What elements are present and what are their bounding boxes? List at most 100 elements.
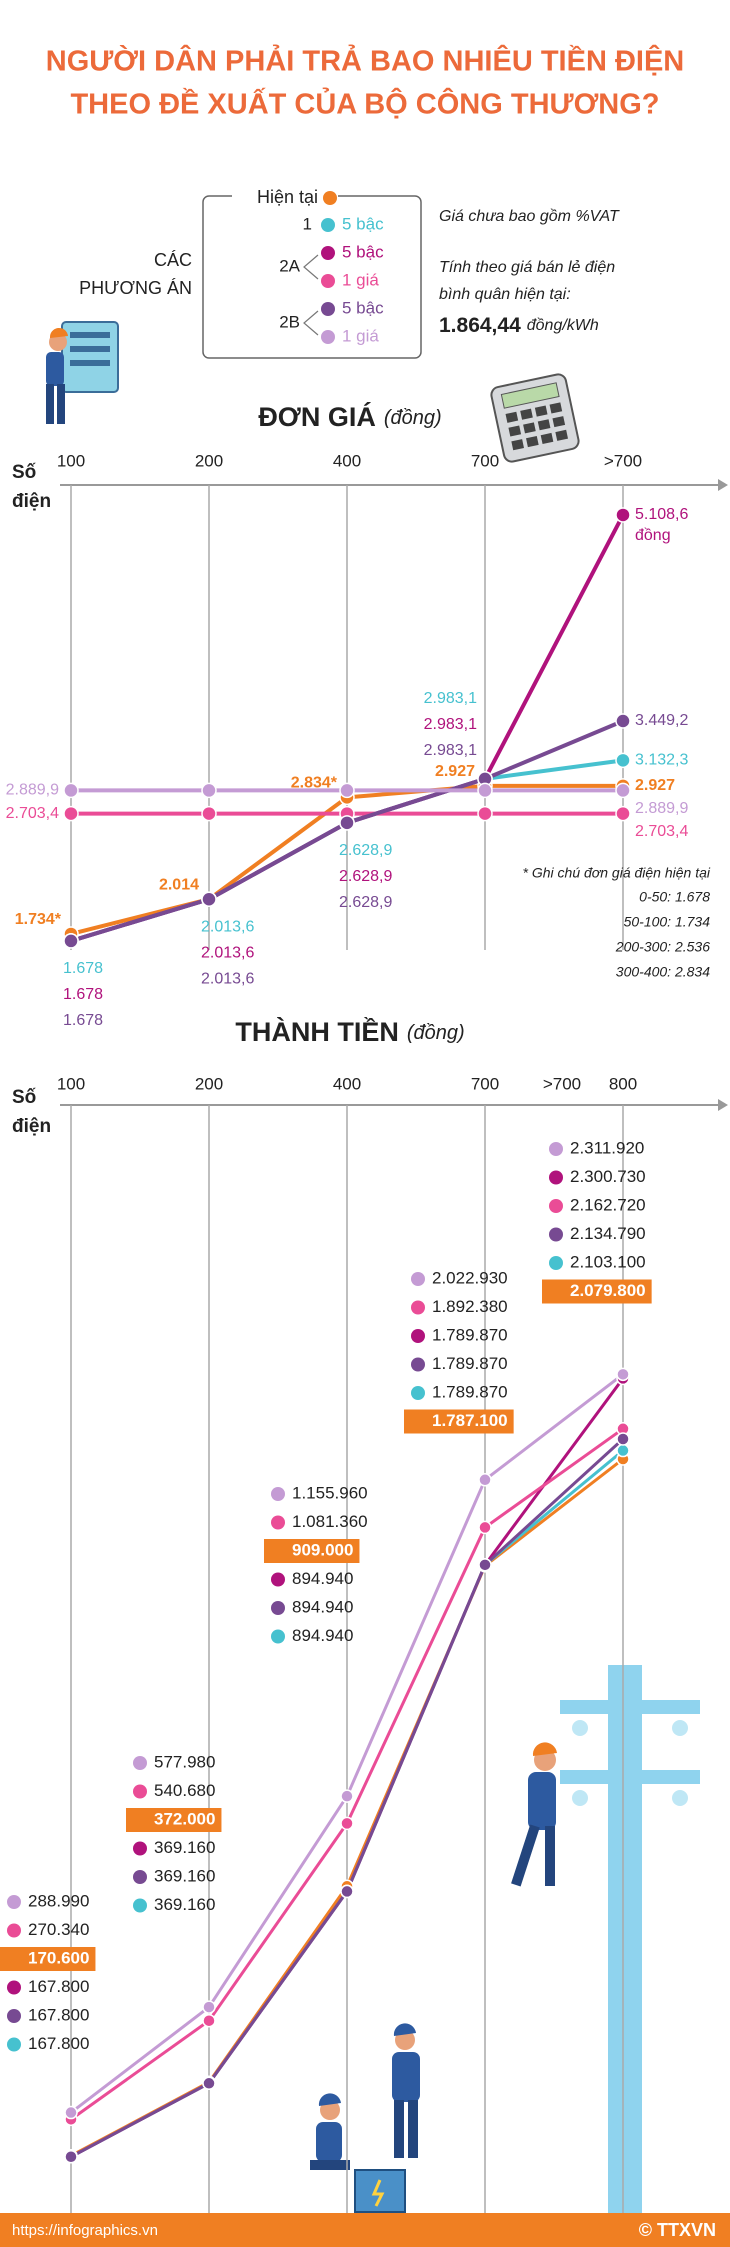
chart-subtitle: (đồng) [384,407,442,429]
chart-title: ĐƠN GIÁ (đồng) [258,401,441,432]
x-tick-label: 400 [333,1074,361,1093]
data-point [202,2076,216,2091]
data-point [201,891,217,907]
value-label: 2.300.730 [570,1167,646,1186]
pole-illustration [511,1665,700,2213]
legend-label: 5 bậc [342,214,384,233]
chart: ĐƠN GIÁ (đồng) Số điện 100 200 400 700 >700 1.734… [6,401,728,1029]
x-tick-label: 100 [57,1074,85,1093]
value-label: 2.103.100 [570,1252,646,1271]
data-point [64,2105,78,2120]
label-swatch [271,1487,285,1501]
label-swatch [411,1329,425,1343]
data-point [615,507,631,523]
legend-group: 1 [303,214,312,233]
value-label: 170.600 [28,1948,89,1967]
legend-swatch [321,274,335,288]
legend-swatch [321,246,335,260]
workers-illustration [310,2023,420,2213]
basis-note: Tính theo giá bán lẻ điện [439,259,615,276]
data-point [616,1367,630,1382]
data-point [64,2150,78,2164]
data-point [616,1432,630,1446]
legend-box [202,195,422,359]
value-label: 5.108,6 [635,506,688,523]
value-label: 2.079.800 [570,1281,646,1300]
data-point [477,805,493,822]
legend-swatch [321,330,335,344]
label-swatch [549,1142,563,1156]
data-point [615,713,631,729]
label-swatch [271,1601,285,1615]
label-swatch [7,1895,21,1909]
worker-illustration [46,321,119,424]
value-label: 1.787.100 [432,1411,508,1430]
data-point [63,782,79,799]
data-point [63,933,79,949]
label-swatch [133,1898,147,1913]
value-label: 270.340 [28,1920,89,1939]
label-swatch [271,1629,285,1644]
vat-note: Giá chưa bao gồm %VAT [439,208,620,225]
x-axis-arrow [718,1099,728,1111]
legend-swatch [323,191,337,205]
value-label: 1.155.960 [292,1483,368,1502]
value-label: 1.892.380 [432,1297,508,1316]
data-point [201,782,217,799]
label-swatch [549,1256,563,1270]
data-point [340,1789,354,1803]
value-label-box [264,1539,360,1563]
value-label: 288.990 [28,1891,89,1910]
data-point [477,782,493,799]
data-point [478,1473,492,1487]
x-tick-label: 700 [471,1074,499,1093]
label-swatch [411,1357,425,1372]
footer-bar [0,2213,730,2247]
value-label: 369.160 [154,1866,215,1885]
value-label: 1.081.360 [292,1512,368,1531]
label-swatch [133,1784,147,1799]
value-label: 167.800 [28,2034,89,2053]
label-swatch [133,1841,147,1856]
value-label: 369.160 [154,1838,215,1857]
value-label: 3.449,2 [635,712,688,729]
label-swatch [411,1272,425,1286]
value-label-box [126,1808,222,1832]
label-swatch [7,1980,21,1995]
value-label: 2.013,6 [201,918,254,935]
label-swatch [411,1300,425,1315]
legend-label: 1 giá [342,270,379,289]
value-label: 372.000 [154,1809,215,1828]
value-label: 3.132,3 [635,752,688,769]
x-tick-label: 400 [333,451,361,470]
data-point [615,782,631,799]
value-label-box [0,1947,96,1971]
data-point [478,1520,492,1535]
x-axis-label: điện [12,491,51,512]
value-label: 894.940 [292,1597,353,1616]
value-label: 2.927 [435,763,475,780]
value-label: 1.678 [63,960,103,977]
value-label: 1.734* [15,911,62,928]
x-tick-label: >700 [604,451,642,470]
value-label: 1.789.870 [432,1354,508,1373]
chart-title-main: ĐƠN GIÁ [258,401,376,432]
legend-title: CÁC [154,250,192,270]
label-swatch [7,2009,21,2023]
value-label: 577.980 [154,1752,215,1771]
value-label: 909.000 [292,1540,353,1559]
label-swatch [411,1386,425,1400]
footer-url: https://infographics.vn [12,2222,158,2239]
x-tick-label: 800 [609,1074,637,1093]
chart: THÀNH TIỀN (đồng) Số điện 100 200 400 700 800 >70… [0,1016,728,2213]
data-point [339,815,355,831]
x-axis-label: Số [12,1087,37,1108]
value-label: 2.013,6 [201,944,254,961]
data-point [202,2000,216,2014]
label-swatch [271,1572,285,1587]
legend-title-bg [232,186,338,210]
value-label: 1.789.870 [432,1325,508,1344]
data-point [478,1558,492,1572]
